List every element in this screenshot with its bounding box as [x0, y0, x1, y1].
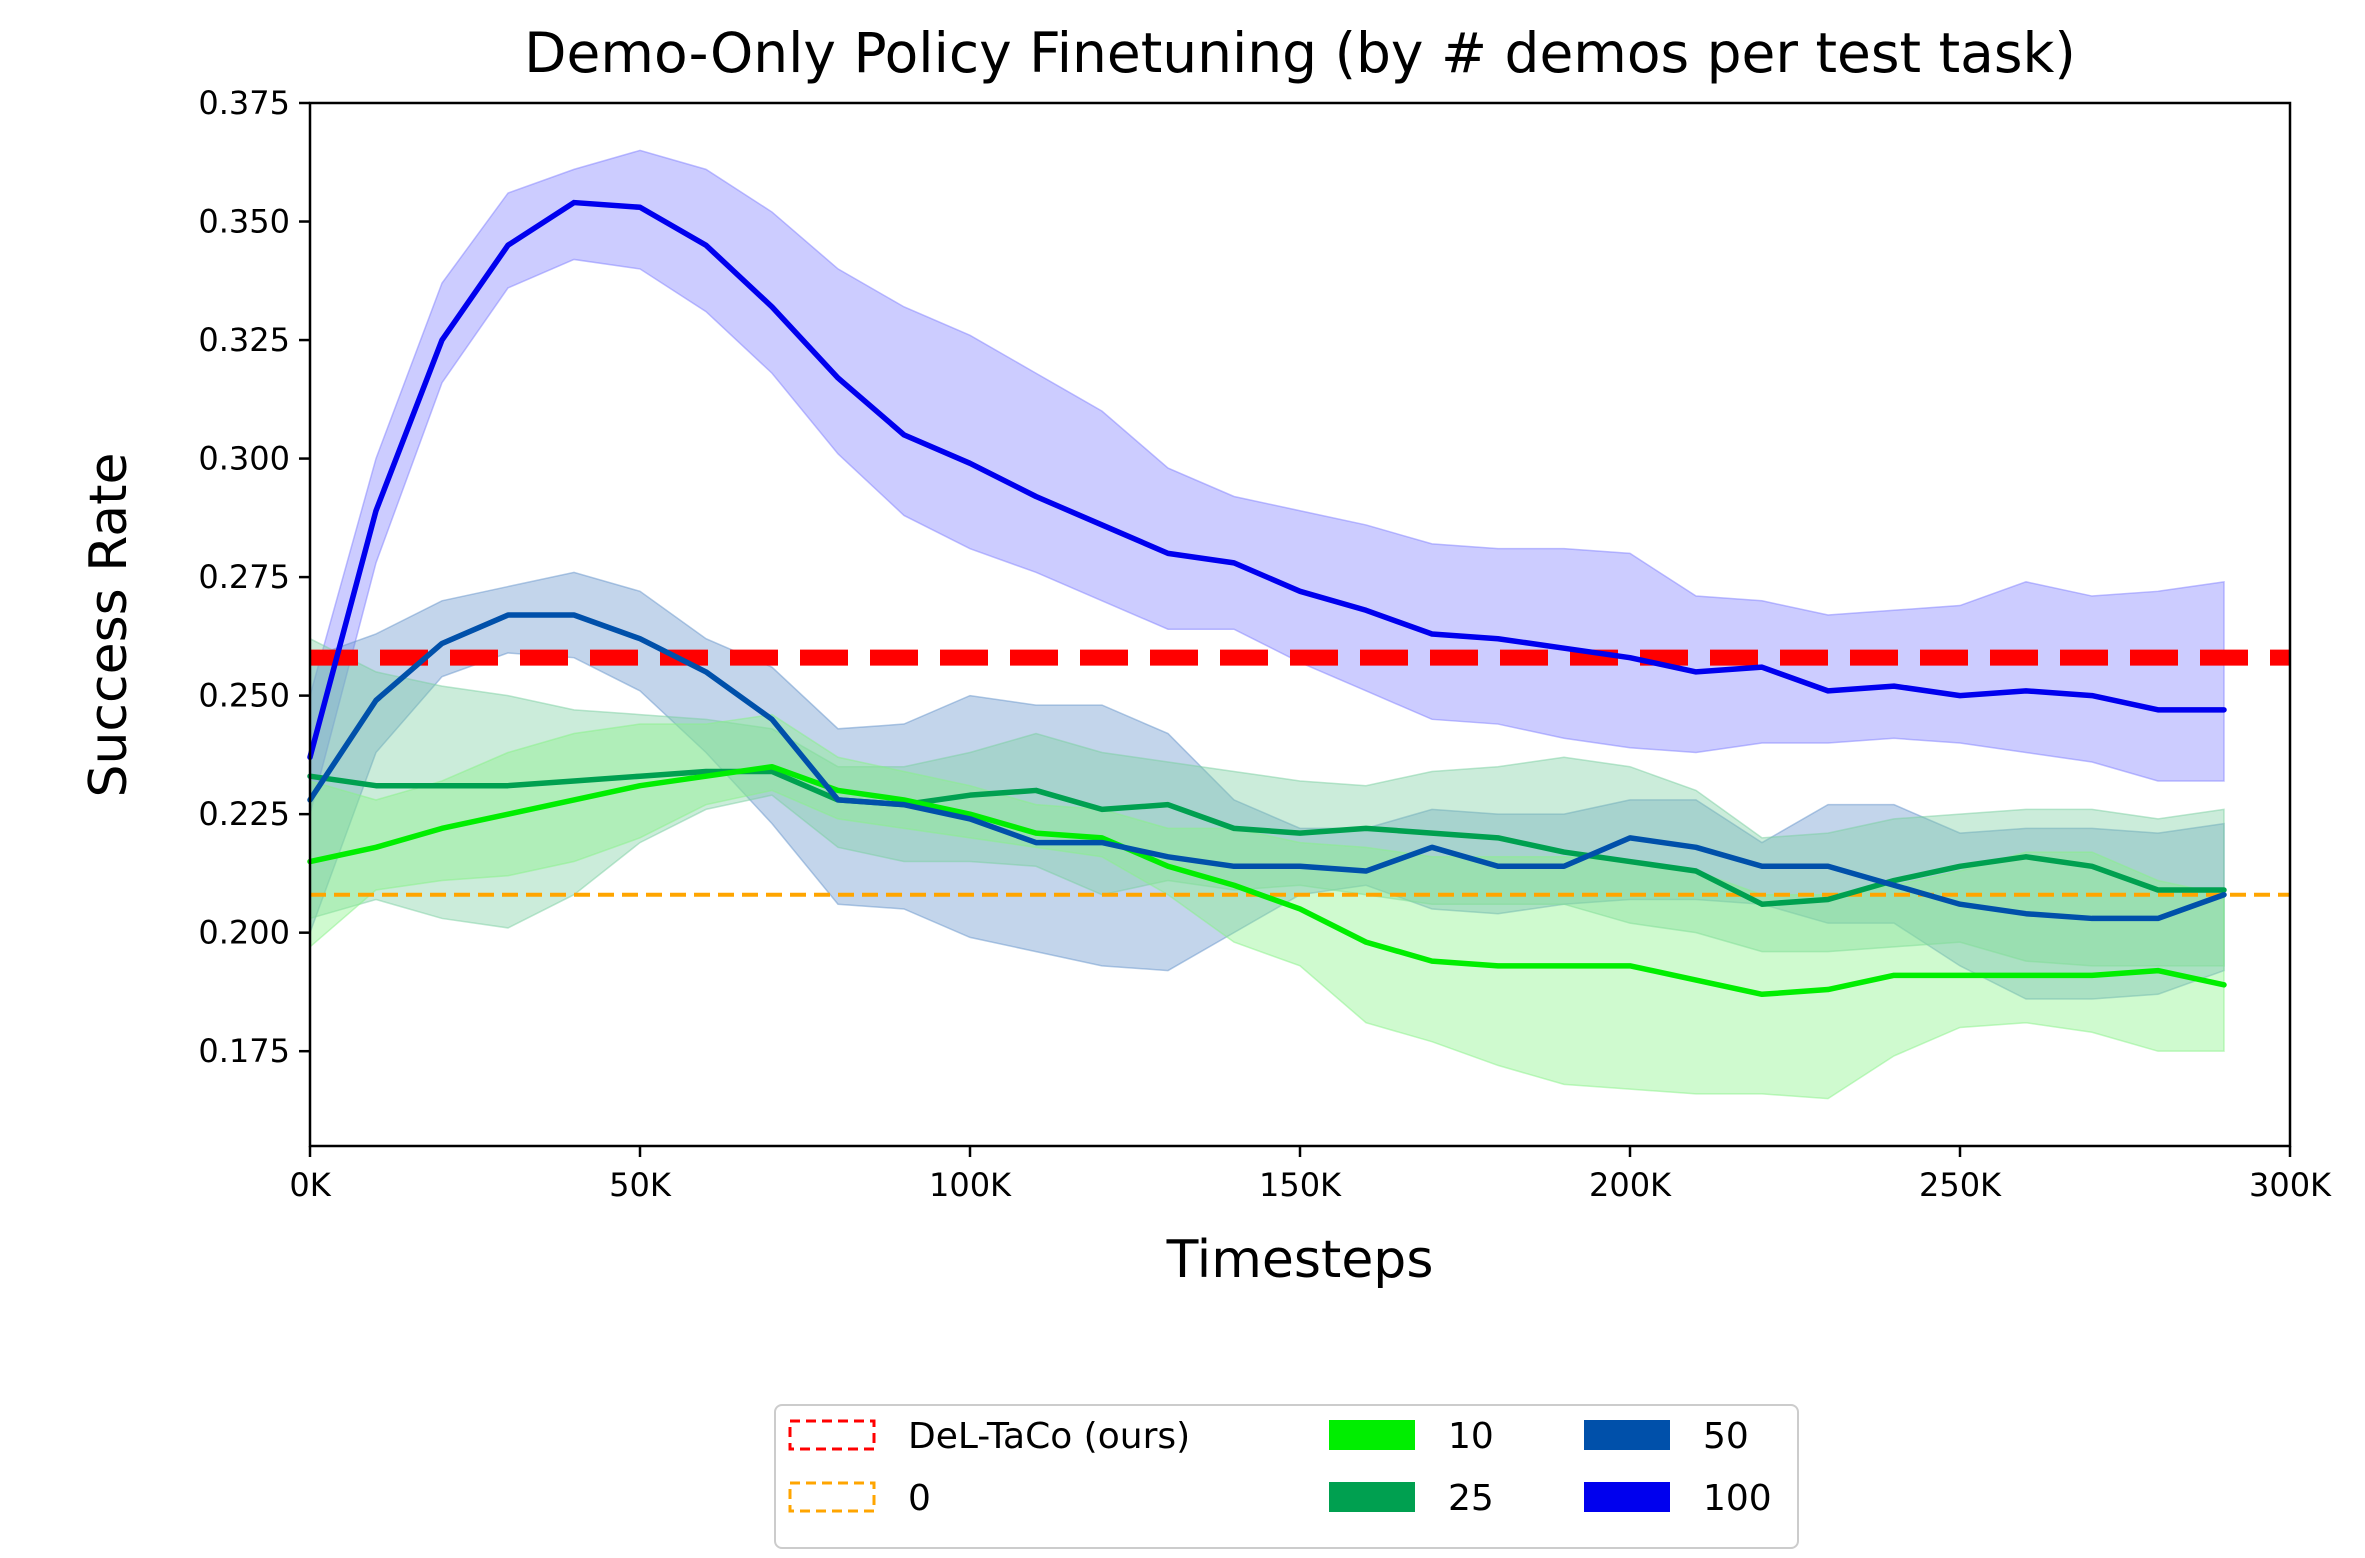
- y-tick-label: 0.250: [198, 677, 290, 715]
- x-tick-label: 300K: [2249, 1166, 2332, 1204]
- legend: DeL-TaCo (ours) 0 10 25 50 100: [774, 1404, 1799, 1549]
- y-axis-label: Success Rate: [79, 452, 139, 797]
- reference-lines: [310, 649, 2290, 897]
- legend-label-25: 25: [1448, 1478, 1494, 1519]
- legend-swatch-0: [788, 1481, 876, 1513]
- band-100: [309, 149, 2225, 815]
- y-tick-label: 0.325: [198, 321, 290, 359]
- x-axis-label: Timesteps: [1166, 1230, 1434, 1290]
- legend-box: [774, 1404, 1799, 1549]
- y-tick-label: 0.275: [198, 558, 290, 596]
- chart-title: Demo-Only Policy Finetuning (by # demos …: [524, 21, 2076, 85]
- band-10: [309, 713, 2225, 1100]
- legend-swatch-100: [1584, 1482, 1670, 1512]
- series-line-100: [307, 199, 2227, 760]
- y-tick-label: 0.375: [198, 84, 290, 122]
- y-tick-label: 0.300: [198, 440, 290, 478]
- y-tick-label: 0.200: [198, 914, 290, 952]
- legend-swatch-50: [1584, 1420, 1670, 1450]
- x-tick-label: 200K: [1589, 1166, 1672, 1204]
- confidence-bands: [309, 149, 2225, 1100]
- x-tick-label: 50K: [609, 1166, 672, 1204]
- x-tick-label: 0K: [289, 1166, 331, 1204]
- legend-label-100: 100: [1703, 1478, 1772, 1519]
- legend-swatch-10: [1329, 1420, 1415, 1450]
- legend-label-10: 10: [1448, 1416, 1494, 1457]
- y-tick-label: 0.225: [198, 795, 290, 833]
- series-line-10: [307, 763, 2227, 998]
- legend-label-50: 50: [1703, 1416, 1749, 1457]
- series-line-25: [307, 768, 2227, 907]
- y-axis-ticks: 0.175 0.200 0.225 0.250 0.275 0.300 0.325 0.350…: [198, 84, 310, 1070]
- x-tick-label: 100K: [929, 1166, 1012, 1204]
- legend-label-del-taco-ours: DeL-TaCo (ours): [908, 1416, 1190, 1457]
- x-tick-label: 250K: [1919, 1166, 2002, 1204]
- y-tick-label: 0.350: [198, 203, 290, 241]
- series-line-50: [307, 612, 2227, 922]
- legend-swatch-25: [1329, 1482, 1415, 1512]
- series-lines: [307, 199, 2227, 998]
- legend-swatch-del-taco-ours: [788, 1419, 876, 1451]
- x-axis-ticks: 0K 50K 100K 150K 200K 250K 300K: [289, 1146, 2332, 1204]
- y-tick-label: 0.175: [198, 1032, 290, 1070]
- x-tick-label: 150K: [1259, 1166, 1342, 1204]
- legend-label-0: 0: [908, 1478, 931, 1519]
